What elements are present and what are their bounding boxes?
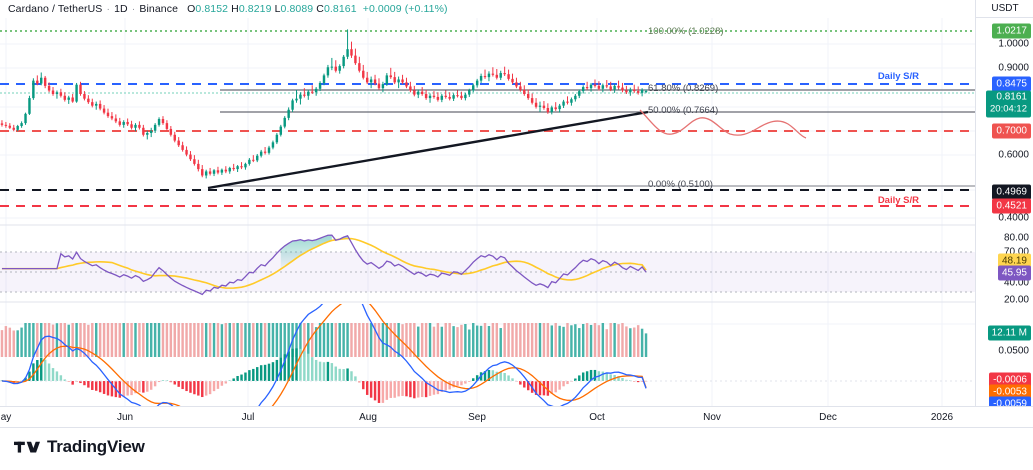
- time-axis-label: Oct: [589, 412, 605, 423]
- price-axis-tick: 0.0500: [998, 345, 1029, 357]
- price-axis-tick: 80.00: [1003, 232, 1029, 244]
- price-axis-tick: 1.0000: [998, 38, 1029, 50]
- support-tag[interactable]: 0.7000: [992, 123, 1031, 139]
- volume-tag[interactable]: 12.11 M: [987, 325, 1031, 341]
- high-key: H: [231, 3, 239, 15]
- fib-level-labels: 100.00% (1.0228) 61.80% (0.8269) 50.00% …: [648, 26, 724, 190]
- time-axis-label: ay: [0, 412, 12, 423]
- fib-0-label: 0.00% (0.5100): [648, 179, 713, 190]
- rsi-value-tag[interactable]: 45.95: [997, 265, 1031, 281]
- daily-sr-upper-label: Daily S/R: [878, 71, 919, 82]
- tradingview-wordmark: TradingView: [47, 437, 145, 456]
- ascending-trendline[interactable]: [207, 110, 649, 190]
- rsi-pane: [0, 234, 975, 296]
- price-projection-path: [639, 109, 807, 139]
- macd-signal-tag[interactable]: -0.0053: [989, 384, 1031, 400]
- chart-footer: TradingView: [0, 428, 1033, 470]
- countdown-label: 20:04:12: [990, 103, 1027, 115]
- open-key: O: [187, 3, 196, 15]
- currency-label: USDT: [976, 0, 1033, 18]
- time-axis-label: 2026: [930, 412, 954, 423]
- exchange-label[interactable]: Binance: [139, 3, 179, 15]
- rsi-overbought-fill: [280, 235, 348, 270]
- time-axis[interactable]: ay Jun Jul Aug Sep Oct Nov Dec 2026: [0, 406, 1033, 428]
- legend-separator-1: ·: [106, 3, 111, 15]
- price-axis-tick: 0.4000: [998, 212, 1029, 224]
- lower-sr-tag[interactable]: 0.4521: [992, 198, 1031, 214]
- fib-100-label: 100.00% (1.0228): [648, 26, 724, 37]
- tradingview-logo[interactable]: TradingView: [14, 437, 145, 457]
- price-axis-tick: 0.6000: [998, 149, 1029, 161]
- time-axis-label: Aug: [359, 412, 377, 423]
- macd-signal-line: [1, 304, 647, 406]
- macd-volume-pane: [0, 304, 975, 406]
- price-axis-tick: 40.00: [1003, 277, 1029, 289]
- candlestick-series: [0, 29, 648, 179]
- close-key: C: [316, 3, 324, 15]
- fib-50-label: 50.00% (0.7664): [648, 105, 718, 116]
- price-axis[interactable]: USDT 1.00000.90000.80000.70000.60000.500…: [975, 0, 1033, 435]
- price-axis-tick: 70.00: [1003, 246, 1029, 258]
- fib-100-tag[interactable]: 1.0217: [992, 23, 1031, 39]
- price-axis-tick: 20.00: [1003, 294, 1029, 306]
- interval-label[interactable]: 1D: [114, 3, 128, 15]
- volume-series: [0, 323, 648, 357]
- chart-legend: Cardano / TetherUS · 1D · Binance O0.815…: [8, 3, 448, 15]
- rsi-ma-tag[interactable]: 48.19: [997, 253, 1031, 269]
- time-axis-label: Jul: [241, 412, 255, 423]
- price-pane: [0, 29, 975, 207]
- time-axis-label: Sep: [468, 412, 486, 423]
- time-axis-label: Dec: [819, 412, 837, 423]
- open-value: 0.8152: [195, 3, 229, 15]
- rsi-band: [0, 252, 975, 292]
- price-axis-tick: 0.9000: [998, 62, 1029, 74]
- fib-618-label: 61.80% (0.8269): [648, 83, 718, 94]
- change-value: +0.0009 (+0.11%): [362, 3, 448, 15]
- rsi-moving-average-line: [1, 237, 647, 289]
- legend-separator-2: ·: [131, 3, 136, 15]
- daily-sr-labels: Daily S/R Daily S/R: [878, 71, 919, 206]
- tradingview-mark-icon: [14, 441, 40, 453]
- close-value: 0.8161: [323, 3, 357, 15]
- chart-canvas[interactable]: 100.00% (1.0228) 61.80% (0.8269) 50.00% …: [0, 18, 975, 424]
- low-value: 0.8089: [280, 3, 314, 15]
- daily-sr-lower-label: Daily S/R: [878, 195, 919, 206]
- last-price-tag[interactable]: 0.8161 20:04:12: [986, 90, 1031, 118]
- time-axis-label: Nov: [703, 412, 721, 423]
- fib-0-tag[interactable]: 0.4969: [992, 184, 1031, 200]
- macd-line: [1, 304, 647, 406]
- symbol-name[interactable]: Cardano / TetherUS: [8, 3, 103, 15]
- resistance-tag[interactable]: 0.8475: [992, 76, 1031, 92]
- rsi-line: [1, 234, 647, 296]
- time-axis-label: Jun: [116, 412, 134, 423]
- low-key: L: [274, 3, 281, 15]
- macd-hist-tag[interactable]: -0.0006: [989, 372, 1031, 388]
- high-value: 0.8219: [238, 3, 272, 15]
